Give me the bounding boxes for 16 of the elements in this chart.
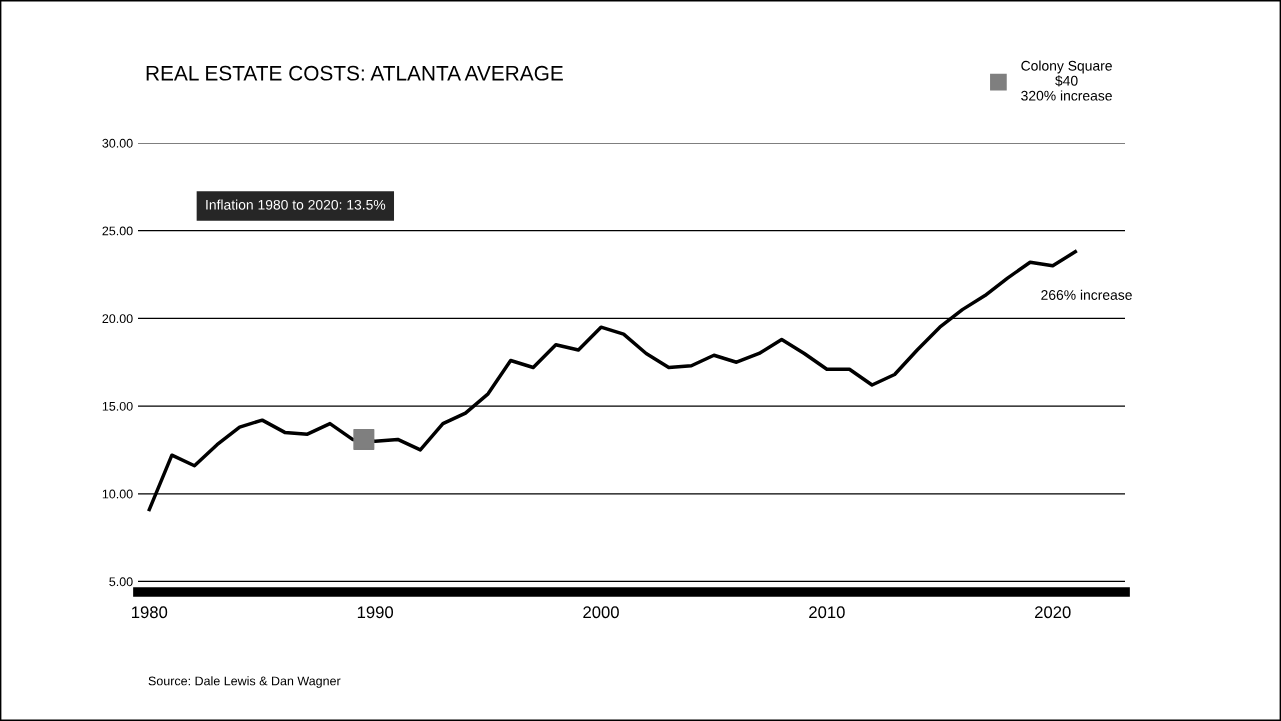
legend-label: Colony Square $40 320% increase [1021,60,1112,101]
x-tick-label: 1990 [357,606,394,619]
y-tick-label: 30.00 [102,138,133,148]
x-tick-label: 2010 [809,606,845,619]
x-tick-label: 1980 [132,606,168,619]
y-tick-label: 5.00 [109,577,133,587]
y-tick-label: 10.00 [102,489,133,499]
y-tick-label: 15.00 [102,401,133,411]
annotation: Inflation 1980 to 2020: 13.5% [206,199,386,210]
chart-title: REAL ESTATE COSTS: ATLANTA AVERAGE [146,65,563,81]
y-tick-label: 25.00 [102,226,133,236]
source-note: Source: Dale Lewis & Dan Wagner [148,676,341,688]
y-tick-label: 20.00 [102,314,133,324]
annotation: 266% increase [1041,289,1132,300]
x-tick-label: 2020 [1035,606,1071,619]
x-tick-label: 2000 [583,606,619,619]
